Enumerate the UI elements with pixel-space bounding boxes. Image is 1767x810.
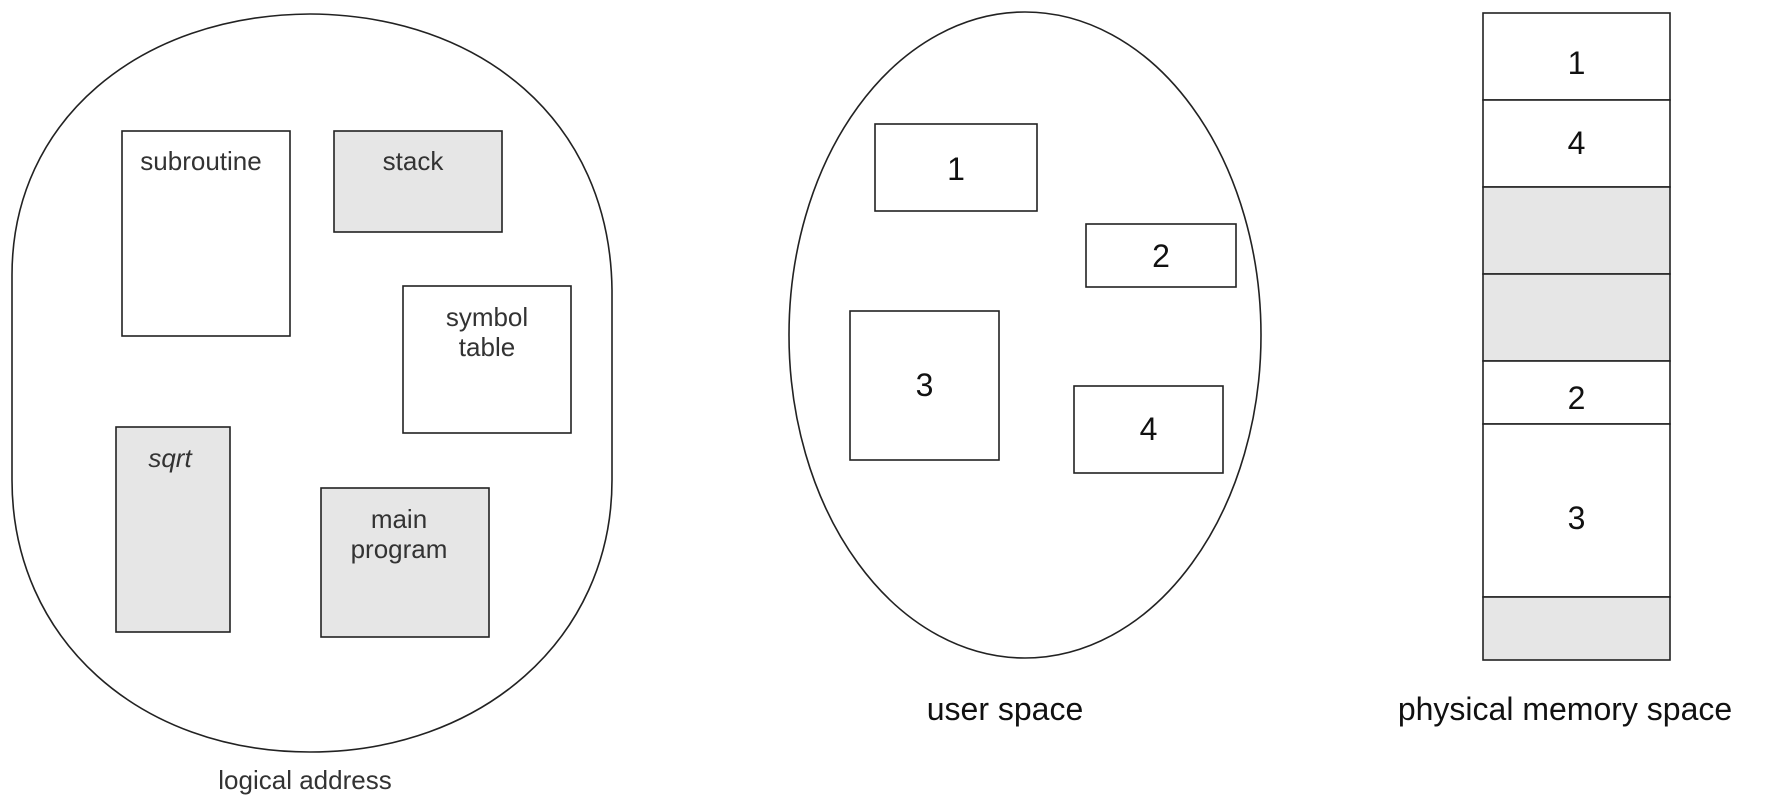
segment-stack-box <box>333 130 503 233</box>
user-space-caption: user space <box>926 691 1084 727</box>
logical-address-caption: logical address <box>218 765 392 795</box>
physical-block-7-box <box>1482 596 1671 661</box>
user-segment-4-box <box>1073 385 1224 474</box>
user-segment-4-label: 4 <box>1139 411 1158 447</box>
physical-block-6-box <box>1482 423 1671 598</box>
segment-subroutine-label: subroutine <box>140 146 262 176</box>
physical-block-1-box <box>1482 12 1671 101</box>
physical-block-1-label: 1 <box>1567 45 1586 81</box>
user-segment-2-box <box>1085 223 1237 288</box>
segment-sqrt-label: sqrt <box>148 443 192 473</box>
physical-block-2-box <box>1482 99 1671 188</box>
user-segment-1-box <box>874 123 1038 212</box>
user-segment-3-label: 3 <box>915 367 934 403</box>
physical-block-4-box <box>1482 273 1671 362</box>
segment-sqrt-box <box>115 426 231 633</box>
segment-symbol-table-label: symbol table <box>445 302 529 362</box>
user-segment-1-label: 1 <box>947 151 965 187</box>
physical-block-2-label: 4 <box>1567 125 1586 161</box>
segment-main-program-box <box>320 487 490 638</box>
segment-subroutine-box <box>121 130 291 337</box>
logical-address-space-outline <box>11 13 613 753</box>
user-space-outline <box>788 11 1262 659</box>
physical-block-5-box <box>1482 360 1671 425</box>
user-segment-2-label: 2 <box>1152 238 1170 274</box>
physical-block-6-label: 3 <box>1567 500 1586 536</box>
physical-memory-caption: physical memory space <box>1397 691 1733 727</box>
physical-block-3-box <box>1482 186 1671 275</box>
segment-stack-label: stack <box>382 146 444 176</box>
physical-block-5-label: 2 <box>1567 380 1586 416</box>
user-segment-3-box <box>849 310 1000 461</box>
segment-main-program-label: main program <box>350 504 448 564</box>
segment-symbol-table-box <box>402 285 572 434</box>
